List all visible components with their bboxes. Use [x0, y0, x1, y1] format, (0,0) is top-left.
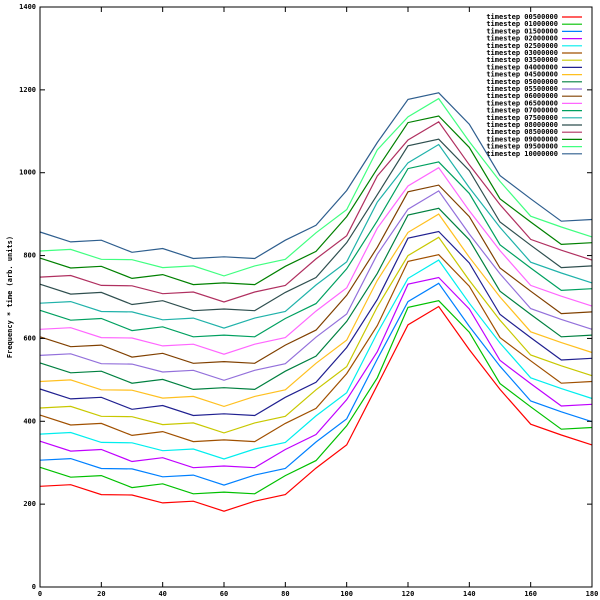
plot-area: [39, 92, 593, 512]
series-line: [39, 259, 593, 460]
x-tick-label: 140: [463, 590, 476, 598]
legend-label: timestep 07000000: [486, 107, 558, 115]
legend-label: timestep 08500000: [486, 128, 558, 136]
legend-label: timestep 03500000: [486, 56, 558, 64]
legend-label: timestep 01500000: [486, 27, 558, 35]
series-line: [39, 282, 593, 486]
legend-label: timestep 07500000: [486, 114, 558, 122]
legend-label: timestep 03000000: [486, 49, 558, 57]
y-tick-label: 200: [23, 500, 36, 508]
series-line: [39, 230, 593, 417]
series-line: [39, 97, 593, 277]
series-line: [39, 254, 593, 443]
legend-label: timestep 06500000: [486, 99, 558, 107]
series-line: [39, 236, 593, 434]
series-line: [39, 305, 593, 512]
x-tick-label: 160: [524, 590, 537, 598]
legend-label: timestep 10000000: [486, 150, 558, 158]
x-tick-label: 120: [402, 590, 415, 598]
x-tick-label: 180: [586, 590, 599, 598]
x-tick-label: 100: [340, 590, 353, 598]
x-tick-label: 0: [38, 590, 42, 598]
legend-label: timestep 06000000: [486, 92, 558, 100]
legend-label: timestep 02500000: [486, 42, 558, 50]
x-tick-label: 80: [281, 590, 289, 598]
y-tick-label: 600: [23, 334, 36, 342]
series-line: [39, 138, 593, 312]
legend-label: timestep 08000000: [486, 121, 558, 129]
series-line: [39, 184, 593, 364]
legend-label: timestep 02000000: [486, 35, 558, 43]
legend-label: timestep 04500000: [486, 71, 558, 79]
x-tick-label: 20: [97, 590, 105, 598]
y-tick-label: 1000: [19, 169, 36, 177]
series-line: [39, 121, 593, 303]
y-tick-label: 1200: [19, 86, 36, 94]
series-line: [39, 161, 593, 338]
legend-label: timestep 04000000: [486, 63, 558, 71]
axes-frame: [39, 6, 593, 588]
series-line: [39, 300, 593, 495]
x-tick-label: 60: [220, 590, 228, 598]
series-line: [39, 207, 593, 391]
legend-label: timestep 09500000: [486, 143, 558, 151]
series-line: [39, 92, 593, 260]
x-tick-label: 40: [158, 590, 166, 598]
series-line: [39, 213, 593, 408]
series-line: [39, 276, 593, 469]
legend-label: timestep 05000000: [486, 78, 558, 86]
y-axis-label: Frequency * time (arb. units): [6, 236, 14, 358]
y-tick-label: 400: [23, 417, 36, 425]
y-tick-label: 0: [32, 583, 36, 591]
legend-label: timestep 09000000: [486, 135, 558, 143]
y-tick-label: 1400: [19, 3, 36, 11]
legend-label: timestep 01000000: [486, 20, 558, 28]
legend-label: timestep 05500000: [486, 85, 558, 93]
series-line: [39, 143, 593, 329]
series-line: [39, 166, 593, 355]
legend-label: timestep 00500000: [486, 13, 558, 21]
y-tick-label: 800: [23, 252, 36, 260]
series-line: [39, 190, 593, 381]
series-line: [39, 115, 593, 286]
